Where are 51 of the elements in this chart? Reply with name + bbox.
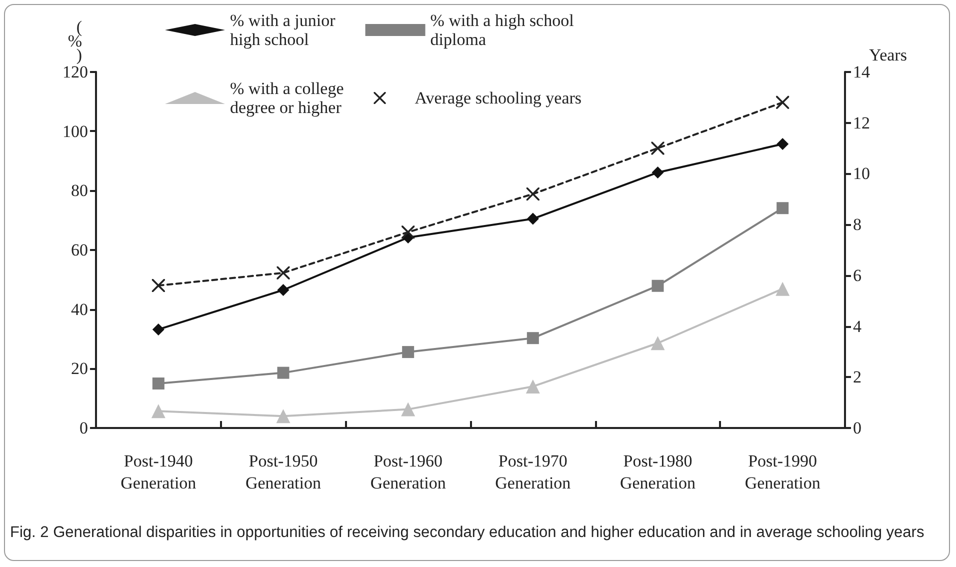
y2-tick-label: 2 — [853, 368, 862, 387]
x-tick-label: Post-1950 Generation — [245, 452, 322, 492]
point — [776, 202, 789, 214]
caption: Fig. 2 Generational disparities in opportunities of receiving secondary education and higher education and in average schooling years — [10, 523, 926, 543]
point — [776, 96, 790, 109]
point — [776, 282, 790, 296]
y-tick-label: 40 — [71, 300, 88, 319]
point — [652, 166, 664, 178]
y2-tick-label: 6 — [853, 266, 862, 285]
y2-tick-label: 0 — [853, 418, 862, 438]
y2-tick-label: 4 — [853, 316, 862, 336]
y2-tick-label: 10 — [853, 164, 870, 184]
point — [526, 187, 540, 200]
point — [526, 212, 539, 225]
y-tick-label: 100 — [62, 122, 88, 141]
point — [276, 266, 290, 280]
point — [276, 409, 290, 424]
point — [152, 323, 164, 336]
y2-tick-label: 14 — [853, 62, 870, 82]
point — [277, 366, 290, 379]
x-tick-label: Post-1990 Generation — [744, 452, 821, 492]
y-tick-label: 20 — [71, 359, 88, 378]
point — [152, 377, 164, 390]
point — [401, 402, 416, 416]
point — [776, 138, 789, 150]
point — [402, 346, 414, 358]
y-axis-title: (%) — [68, 18, 82, 64]
point — [652, 280, 664, 292]
point — [277, 284, 290, 296]
legend-label: % with a junior high school — [230, 11, 336, 49]
point — [151, 404, 166, 418]
x-tick-label: Post-1940 Generation — [120, 452, 197, 492]
point — [650, 336, 665, 350]
legend-label: % with a college degree or higher — [230, 79, 344, 117]
legend-label: % with a high school diploma — [430, 11, 574, 49]
y2-tick-label: 8 — [853, 215, 862, 234]
x-tick-label: Post-1980 Generation — [620, 452, 696, 492]
x-tick-label: Post-1970 Generation — [495, 452, 572, 492]
y2-tick-label: 12 — [853, 113, 870, 132]
y2-axis-title: Years — [869, 46, 907, 64]
y-tick-label: 60 — [71, 240, 88, 260]
point — [526, 332, 539, 344]
y-tick-label: 120 — [62, 62, 88, 82]
x-tick-label: Post-1960 Generation — [370, 452, 446, 492]
point — [402, 226, 415, 239]
point — [651, 142, 664, 155]
y-tick-label: 0 — [80, 418, 88, 438]
legend-label: Average schooling years — [414, 88, 582, 108]
point — [152, 279, 165, 292]
point — [526, 379, 540, 394]
y-tick-label: 80 — [71, 181, 88, 200]
